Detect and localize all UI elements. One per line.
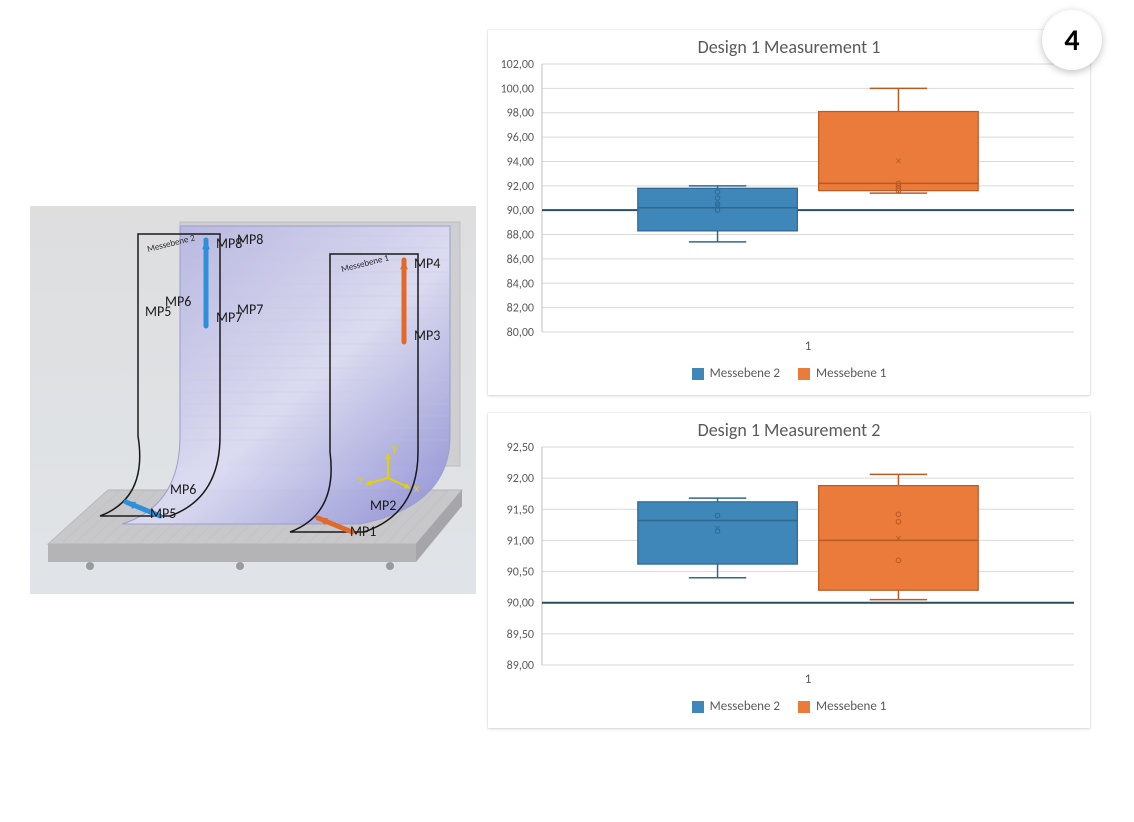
legend-swatch-icon — [692, 701, 704, 713]
svg-text:91,50: 91,50 — [507, 503, 534, 517]
legend-swatch-icon — [692, 368, 704, 380]
svg-text:84,00: 84,00 — [507, 277, 534, 291]
chart-legend: Messebene 2 Messebene 1 — [488, 689, 1090, 728]
chart-title: Design 1 Measurement 1 — [488, 30, 1090, 58]
svg-text:MP8: MP8 — [216, 235, 242, 252]
boxplot-chart-2: Design 1 Measurement 2 89,00 89,50 90,00 90,… — [488, 413, 1090, 728]
svg-text:98,00: 98,00 — [507, 107, 534, 121]
svg-text:82,00: 82,00 — [507, 302, 534, 316]
svg-text:92,00: 92,00 — [507, 472, 534, 486]
legend-label: Messebene 1 — [816, 699, 886, 714]
svg-text:92,50: 92,50 — [507, 441, 534, 455]
svg-text:MP3: MP3 — [414, 327, 440, 344]
svg-text:MP5: MP5 — [145, 303, 171, 320]
svg-text:102,00: 102,00 — [501, 58, 534, 72]
svg-text:86,00: 86,00 — [507, 253, 534, 267]
svg-text:1: 1 — [805, 339, 812, 354]
svg-text:1: 1 — [805, 672, 812, 687]
measurement-planes-diagram: Messebene 2Messebene 1MP8MP7MP6MP5MP8MP7… — [30, 206, 476, 594]
svg-text:89,50: 89,50 — [507, 628, 534, 642]
svg-text:94,00: 94,00 — [507, 155, 534, 169]
svg-text:MP5: MP5 — [150, 505, 176, 522]
svg-text:88,00: 88,00 — [507, 229, 534, 243]
legend-item: Messebene 1 — [798, 366, 886, 381]
legend-swatch-icon — [798, 701, 810, 713]
svg-text:MP4: MP4 — [414, 255, 440, 272]
svg-text:91,00: 91,00 — [507, 534, 534, 548]
svg-text:MP2: MP2 — [370, 497, 396, 514]
left-column: Messebene 2Messebene 1MP8MP7MP6MP5MP8MP7… — [0, 0, 478, 822]
svg-text:MP1: MP1 — [350, 523, 376, 540]
svg-text:90,00: 90,00 — [507, 204, 534, 218]
right-column: Design 1 Measurement 1 80,00 82,00 84,00 86,… — [478, 0, 1134, 822]
svg-text:89,00: 89,00 — [507, 659, 534, 673]
chart-legend: Messebene 2 Messebene 1 — [488, 356, 1090, 395]
svg-text:100,00: 100,00 — [501, 82, 534, 96]
legend-item: Messebene 2 — [692, 699, 780, 714]
page-number-badge: 4 — [1042, 10, 1102, 70]
svg-text:MP7: MP7 — [216, 309, 242, 326]
legend-swatch-icon — [798, 368, 810, 380]
svg-text:90,50: 90,50 — [507, 566, 534, 580]
svg-text:92,00: 92,00 — [507, 180, 534, 194]
svg-text:96,00: 96,00 — [507, 131, 534, 145]
svg-text:z: z — [358, 474, 363, 488]
svg-text:y: y — [392, 442, 398, 456]
boxplot-svg: 89,00 89,50 90,00 90,50 91,00 91,50 92,00 92,50… — [488, 441, 1084, 689]
svg-text:90,00: 90,00 — [507, 597, 534, 611]
svg-text:×: × — [895, 155, 901, 167]
boxplot-chart-1: Design 1 Measurement 1 80,00 82,00 84,00 86,… — [488, 30, 1090, 395]
boxplot-svg: 80,00 82,00 84,00 86,00 88,00 90,00 92,00 94,00… — [488, 58, 1084, 356]
chart-title: Design 1 Measurement 2 — [488, 413, 1090, 441]
svg-text:80,00: 80,00 — [507, 326, 534, 340]
page-layout: Messebene 2Messebene 1MP8MP7MP6MP5MP8MP7… — [0, 0, 1134, 822]
legend-label: Messebene 1 — [816, 366, 886, 381]
legend-label: Messebene 2 — [710, 366, 780, 381]
legend-item: Messebene 2 — [692, 366, 780, 381]
svg-text:×: × — [895, 533, 901, 545]
legend-label: Messebene 2 — [710, 699, 780, 714]
svg-text:MP6: MP6 — [170, 481, 196, 498]
legend-item: Messebene 1 — [798, 699, 886, 714]
svg-text:x: x — [414, 482, 420, 496]
